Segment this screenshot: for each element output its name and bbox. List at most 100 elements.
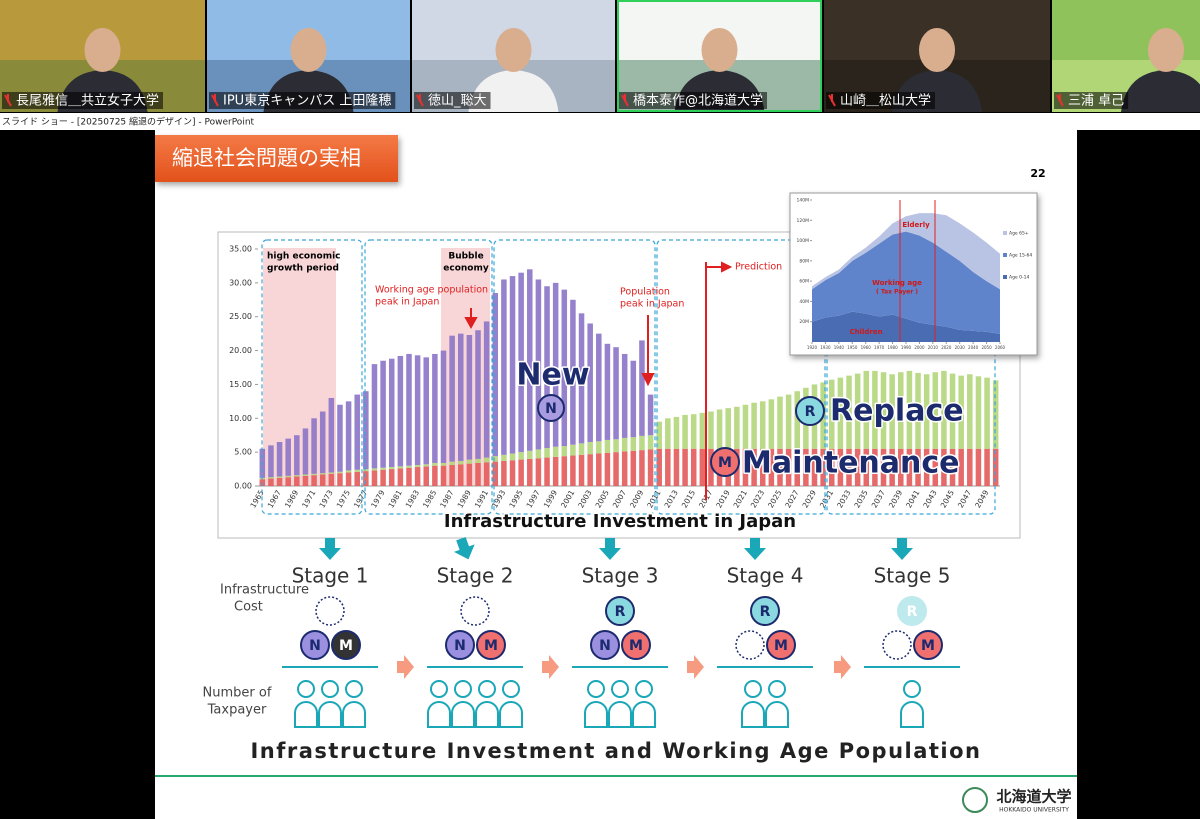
bar-segment xyxy=(276,477,283,486)
bar-segment xyxy=(423,466,430,486)
mic-muted-icon xyxy=(621,94,629,107)
taxpayer-body xyxy=(318,701,342,728)
mic-muted-icon xyxy=(828,94,836,107)
y-tick-label: 0.00 xyxy=(234,482,252,491)
bar-segment xyxy=(949,373,956,449)
bar-segment xyxy=(276,476,283,478)
y-tick-label: 10.00 xyxy=(229,414,252,423)
bar-segment xyxy=(440,350,447,463)
bar-segment xyxy=(414,467,421,486)
bar-segment xyxy=(915,372,921,449)
bar-segment xyxy=(380,360,386,468)
inset-label: Children xyxy=(849,328,882,336)
bar-segment xyxy=(380,469,386,486)
x-tick-label: 2030 xyxy=(955,345,966,350)
bar-segment xyxy=(466,459,473,464)
bar-segment xyxy=(509,460,516,486)
annotation: Bubble xyxy=(448,252,483,262)
bar-segment xyxy=(587,323,593,442)
bar-segment xyxy=(604,343,611,440)
bar-segment xyxy=(647,435,654,450)
x-tick-label: 2040 xyxy=(968,345,979,350)
annotation: Population xyxy=(620,287,670,298)
participant-name: 徳山_聡大 xyxy=(428,94,487,109)
bar-segment xyxy=(639,340,645,436)
taxpayer-body xyxy=(741,701,765,728)
label-replace: Replace xyxy=(830,394,964,429)
bar-segment xyxy=(457,460,464,465)
bar-segment xyxy=(906,448,913,486)
bar-segment xyxy=(578,313,585,444)
x-tick-label: 1930 xyxy=(820,345,831,350)
cost-letter: R xyxy=(615,604,626,620)
bar-segment xyxy=(345,470,352,473)
bar-segment xyxy=(535,458,542,486)
bar-segment xyxy=(311,475,317,486)
inset-label: Working age xyxy=(872,279,922,287)
cost-letter: M xyxy=(921,638,935,654)
taxpayer-head xyxy=(430,680,448,698)
bar-segment xyxy=(423,464,430,467)
bar-segment xyxy=(440,465,447,486)
bar-segment xyxy=(621,451,628,486)
bar-segment xyxy=(345,401,352,471)
bar-segment xyxy=(371,364,378,469)
x-tick-label: 2020 xyxy=(941,345,952,350)
bar-segment xyxy=(527,450,533,459)
taxpayer-body xyxy=(584,701,608,728)
bar-segment xyxy=(268,478,274,486)
y-tick-label: 5.00 xyxy=(234,448,252,457)
bar-segment xyxy=(768,399,775,449)
bar-segment xyxy=(975,376,982,449)
bar-segment xyxy=(492,293,499,457)
taxpayer-head xyxy=(297,680,315,698)
participant-name: IPU東京キャンパス 上田隆穂 xyxy=(223,93,391,109)
annotation: peak in Japan xyxy=(375,297,439,308)
cost-circle xyxy=(331,630,361,660)
badge xyxy=(537,394,565,422)
bar-segment xyxy=(596,441,602,454)
bar-segment xyxy=(587,441,593,455)
bar-segment xyxy=(656,421,662,449)
bar-segment xyxy=(880,448,887,486)
bar-segment xyxy=(501,460,507,486)
bar-segment xyxy=(992,448,999,486)
bar-segment xyxy=(483,321,490,458)
taxpayer-head xyxy=(635,680,653,698)
bar-segment xyxy=(535,279,542,450)
x-tick-label: 2000 xyxy=(914,345,925,350)
bar-segment xyxy=(388,358,395,468)
cost-circle xyxy=(897,596,927,626)
bar-segment xyxy=(518,459,524,486)
person-head xyxy=(1148,28,1184,72)
bar-segment xyxy=(285,475,291,478)
bar-segment xyxy=(690,448,697,486)
stage-label: Stage 4 xyxy=(727,564,804,588)
bar-segment xyxy=(941,448,947,486)
badge-letter: N xyxy=(545,401,557,417)
badge-letter: M xyxy=(718,455,732,471)
bar-segment xyxy=(811,448,818,486)
y-tick-label: 120M xyxy=(797,218,810,224)
cost-circle xyxy=(621,630,651,660)
bar-segment xyxy=(302,428,309,475)
bar-segment xyxy=(759,401,766,449)
bar-segment xyxy=(423,357,430,465)
bar-segment xyxy=(457,464,464,486)
bar-segment xyxy=(837,448,844,486)
bar-segment xyxy=(432,462,438,466)
annotation: growth period xyxy=(267,264,339,274)
bar-segment xyxy=(285,477,291,486)
bar-segment xyxy=(363,391,369,470)
person-head xyxy=(495,28,532,72)
x-tick-label: 2050 xyxy=(981,345,992,350)
annotation: high economic xyxy=(267,252,341,262)
bar-segment xyxy=(466,334,473,460)
bar-segment xyxy=(397,355,404,467)
bar-segment xyxy=(440,462,447,466)
bar-segment xyxy=(354,471,360,486)
step-arrow xyxy=(687,655,704,679)
bar-segment xyxy=(328,472,335,474)
bar-segment xyxy=(742,404,749,449)
bar-segment xyxy=(354,469,360,472)
